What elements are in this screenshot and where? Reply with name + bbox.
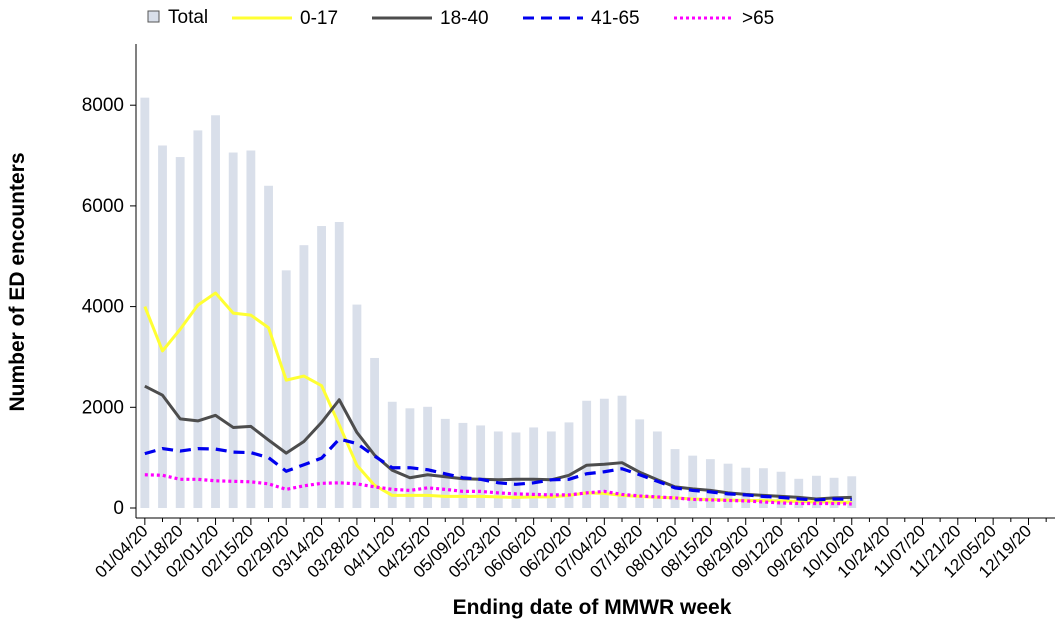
y-tick-label: 8000	[82, 95, 124, 116]
bar-total-06/13/20	[546, 431, 556, 508]
bar-total-08/15/20	[705, 459, 715, 508]
line-series-group	[143, 291, 852, 506]
bar-total-03/21/20	[334, 222, 344, 508]
y-tick-label: 0	[113, 498, 124, 519]
bar-total-04/11/20	[387, 401, 397, 508]
legend-label: Total	[168, 7, 208, 28]
bar-total-08/29/20	[741, 467, 751, 508]
bar-total-02/08/20	[228, 152, 238, 508]
bar-total-04/25/20	[423, 406, 433, 508]
line-series-65	[144, 473, 852, 506]
bar-total-05/23/20	[493, 431, 503, 508]
bar-total-01/18/20	[175, 157, 185, 508]
bar-total-06/20/20	[564, 422, 574, 508]
bar-total-05/09/20	[458, 422, 468, 508]
bar-total-08/22/20	[723, 463, 733, 508]
x-axis-title: Ending date of MMWR week	[453, 596, 732, 619]
bar-total-02/15/20	[246, 150, 256, 508]
line-series-4165	[144, 437, 852, 502]
legend-label: 0-17	[300, 8, 338, 29]
line-series-017	[143, 291, 852, 504]
bar-total-10/03/20	[829, 477, 839, 508]
legend: Total 0-17 18-40 41-65 >65	[147, 7, 774, 29]
bar-total-09/26/20	[812, 475, 821, 508]
bar-total-04/18/20	[405, 408, 415, 508]
bar-total-07/25/20	[652, 431, 662, 508]
bar-total-03/28/20	[352, 304, 362, 508]
bar-total-02/22/20	[264, 185, 273, 508]
bar-total-06/27/20	[582, 400, 592, 508]
legend-label: 18-40	[440, 8, 489, 29]
bar-total-01/04/20	[140, 97, 150, 509]
y-tick-label: 2000	[82, 397, 124, 418]
bar-total-09/05/20	[758, 468, 768, 508]
bar-total-06/06/20	[529, 427, 539, 508]
bar-total-07/04/20	[599, 398, 609, 508]
y-tick-label: 4000	[82, 297, 124, 318]
bar-total-05/16/20	[476, 425, 486, 508]
bar-series-total	[140, 97, 857, 509]
legend-label: 41-65	[591, 8, 640, 29]
y-tick-label: 6000	[82, 196, 124, 217]
bar-total-08/08/20	[688, 455, 698, 508]
bar-total-07/18/20	[635, 419, 645, 508]
bar-total-08/01/20	[670, 449, 680, 508]
y-axis-title: Number of ED encounters	[6, 152, 29, 411]
bar-total-05/30/20	[511, 432, 521, 508]
bar-total-01/11/20	[158, 145, 167, 509]
bar-total-04/04/20	[370, 357, 380, 508]
bar-total-01/25/20	[193, 130, 203, 509]
bar-total-10/10/20	[847, 476, 857, 508]
bar-total-07/11/20	[617, 395, 627, 508]
legend-swatch-total	[147, 10, 160, 23]
legend-label: >65	[742, 8, 774, 29]
bar-total-09/19/20	[794, 478, 804, 508]
bar-total-05/02/20	[440, 418, 450, 508]
bar-total-09/12/20	[776, 471, 786, 508]
bar-total-03/14/20	[317, 226, 326, 509]
bar-total-02/01/20	[211, 115, 220, 509]
bar-total-02/29/20	[281, 270, 291, 508]
